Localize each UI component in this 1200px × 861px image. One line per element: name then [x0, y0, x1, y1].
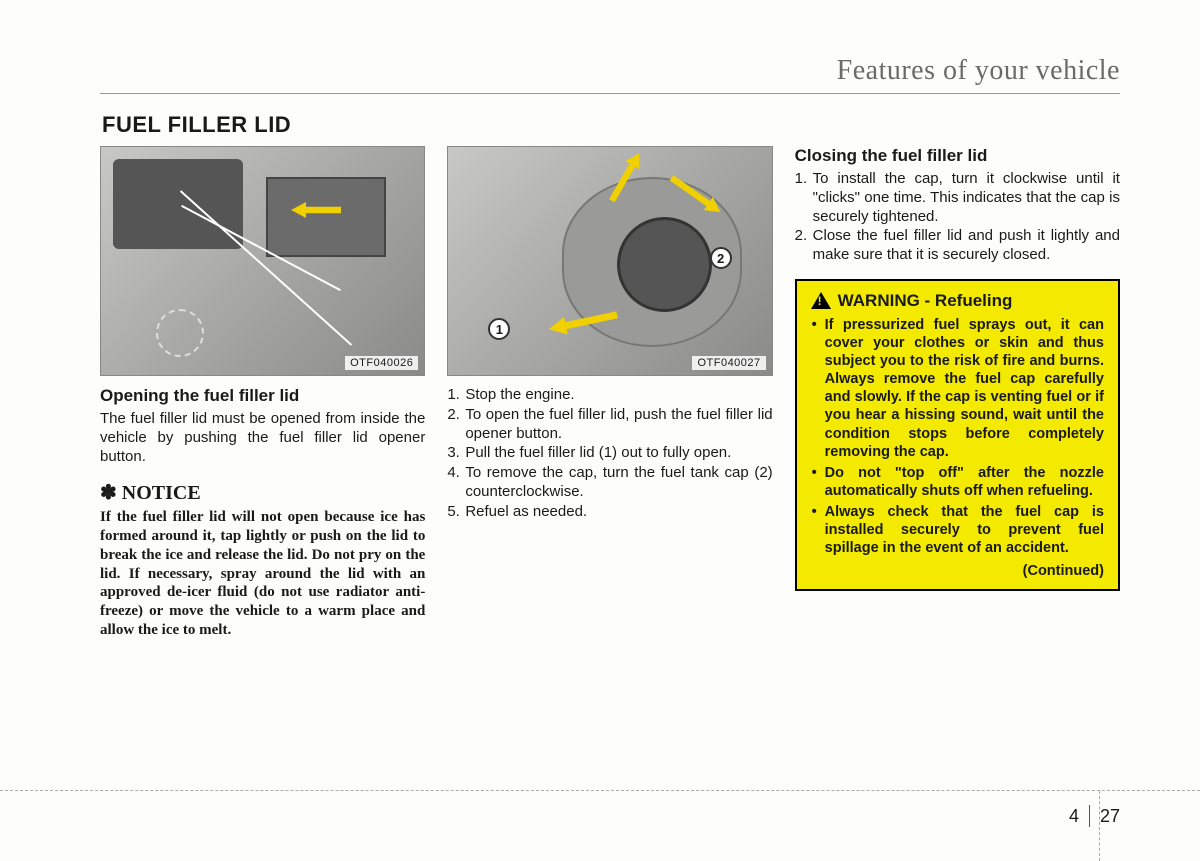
closing-heading: Closing the fuel filler lid — [795, 146, 1120, 166]
column-3: Closing the fuel filler lid To install t… — [795, 146, 1120, 640]
warning-title-text: WARNING - Refueling — [838, 291, 1013, 311]
list-item: Always check that the fuel cap is instal… — [811, 503, 1104, 557]
page-number-value: 27 — [1100, 806, 1120, 827]
page-number: 4 27 — [1069, 805, 1120, 827]
page-container: Features of your vehicle FUEL FILLER LID… — [0, 0, 1200, 640]
warning-list: If pressurized fuel sprays out, it can c… — [811, 316, 1104, 558]
section-header: Features of your vehicle — [100, 55, 1120, 94]
notice-body: If the fuel filler lid will not open bec… — [100, 508, 425, 639]
list-item: Stop the engine. — [447, 386, 772, 405]
opening-heading: Opening the fuel filler lid — [100, 386, 425, 406]
list-item: Pull the fuel filler lid (1) out to full… — [447, 444, 772, 463]
list-item: Refuel as needed. — [447, 503, 772, 522]
three-column-layout: OTF040026 Opening the fuel filler lid Th… — [100, 146, 1120, 640]
list-item: To open the fuel filler lid, push the fu… — [447, 406, 772, 444]
warning-box: WARNING - Refueling If pressurized fuel … — [795, 279, 1120, 592]
list-item: Close the fuel filler lid and push it li… — [795, 227, 1120, 265]
list-item: To remove the cap, turn the fuel tank ca… — [447, 464, 772, 502]
column-1: OTF040026 Opening the fuel filler lid Th… — [100, 146, 425, 640]
column-2: 1 2 OTF040027 Stop the engine. To open t… — [447, 146, 772, 640]
chapter-number: 4 — [1069, 806, 1079, 827]
continued-label: (Continued) — [811, 563, 1104, 579]
list-item: Do not "top off" after the nozzle automa… — [811, 464, 1104, 500]
callout-number-2: 2 — [710, 247, 732, 269]
figure-id-tag: OTF040026 — [345, 356, 418, 370]
main-title: FUEL FILLER LID — [102, 112, 1120, 138]
closing-steps-list: To install the cap, turn it clockwise un… — [795, 170, 1120, 265]
figure-id-tag: OTF040027 — [692, 356, 765, 370]
figure-fuel-cap: 1 2 OTF040027 — [447, 146, 772, 376]
list-item: If pressurized fuel sprays out, it can c… — [811, 316, 1104, 461]
door-control-panel-illustration — [113, 159, 243, 249]
opening-body: The fuel filler lid must be opened from … — [100, 410, 425, 466]
fuel-cap-illustration — [617, 217, 712, 312]
filler-button-illustration — [266, 177, 386, 257]
warning-triangle-icon — [811, 292, 831, 309]
opening-steps-list: Stop the engine. To open the fuel filler… — [447, 386, 772, 521]
callout-circle — [156, 309, 204, 357]
notice-label: ✽ NOTICE — [100, 480, 425, 505]
page-number-divider — [1089, 805, 1090, 827]
callout-number-1: 1 — [488, 318, 510, 340]
footer-divider — [0, 790, 1200, 791]
list-item: To install the cap, turn it clockwise un… — [795, 170, 1120, 226]
figure-opener-button: OTF040026 — [100, 146, 425, 376]
warning-title: WARNING - Refueling — [811, 291, 1104, 311]
